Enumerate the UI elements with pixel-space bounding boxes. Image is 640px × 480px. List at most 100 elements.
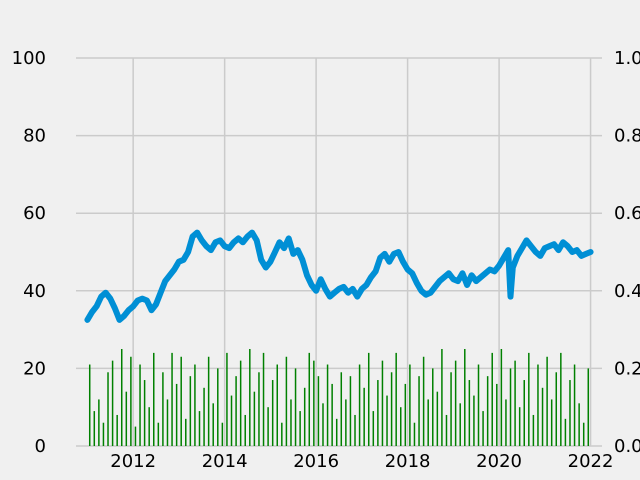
x-tick-label: 2020 — [476, 451, 522, 472]
volume-bar — [432, 368, 434, 446]
y-tick-label: 40 — [23, 281, 46, 302]
volume-bar — [244, 414, 246, 446]
volume-bar — [441, 349, 443, 446]
volume-bar — [281, 422, 283, 446]
volume-bar — [422, 356, 425, 446]
volume-bar — [317, 376, 320, 446]
volume-bar — [93, 411, 96, 446]
volume-bar — [98, 399, 100, 446]
volume-bar — [125, 391, 128, 446]
volume-bar — [230, 395, 233, 446]
volume-bar — [560, 352, 562, 446]
x-tick-label: 2016 — [293, 451, 339, 472]
volume-bar — [518, 407, 521, 446]
x-tick-label: 2018 — [385, 451, 431, 472]
volume-bar — [143, 380, 146, 446]
volume-bar — [175, 383, 178, 446]
volume-bar — [294, 368, 297, 446]
volume-bar — [486, 376, 489, 446]
volume-bar — [189, 376, 192, 446]
volume-bar — [267, 407, 269, 446]
volume-bar — [491, 352, 493, 446]
volume-bar — [139, 364, 141, 446]
volume-bar — [212, 403, 214, 446]
volume-bar — [249, 349, 251, 446]
y-tick-label: 60 — [23, 203, 46, 224]
x-tick-label: 2012 — [110, 451, 156, 472]
volume-bar — [509, 368, 512, 446]
y-tick-label: 0 — [35, 436, 46, 457]
volume-bar — [326, 364, 329, 446]
volume-bar — [349, 376, 352, 446]
volume-bar — [367, 352, 370, 446]
volume-bar — [372, 411, 375, 446]
volume-bar — [473, 395, 475, 446]
volume-bar — [276, 364, 279, 446]
volume-bar — [537, 364, 539, 446]
volume-bar — [390, 372, 393, 446]
volume-bar — [377, 380, 379, 446]
volume-bar — [303, 387, 306, 446]
x-tick-label: 2022 — [568, 451, 614, 472]
volume-bar — [505, 399, 507, 446]
volume-bar — [340, 372, 343, 446]
volume-bar — [313, 360, 315, 446]
volume-bar — [358, 364, 361, 446]
volume-bar — [528, 352, 530, 446]
volume-bar — [331, 383, 333, 446]
volume-bar — [454, 360, 457, 446]
volume-bar — [564, 418, 567, 446]
volume-bar — [413, 422, 416, 446]
volume-bar — [285, 356, 288, 446]
volume-bar — [157, 422, 160, 446]
volume-bar — [363, 387, 365, 446]
price-line — [84, 229, 594, 323]
volume-bar — [386, 395, 388, 446]
volume-bar — [482, 411, 484, 446]
volume-bar — [221, 422, 224, 446]
volume-bar — [308, 352, 311, 446]
volume-bar — [582, 422, 585, 446]
volume-bar — [550, 399, 553, 446]
volume-bar — [427, 399, 429, 446]
volume-bar — [354, 414, 356, 446]
volume-bar — [239, 360, 242, 446]
volume-bar — [203, 387, 205, 446]
volume-bar — [262, 352, 265, 446]
volume-bar — [180, 356, 182, 446]
y-tick-label: 80 — [23, 126, 46, 147]
volume-bar — [345, 399, 347, 446]
y2-tick-label: 0.4 — [614, 281, 640, 302]
volume-bar — [271, 380, 274, 446]
volume-bar — [468, 380, 471, 446]
y2-tick-label: 0.8 — [614, 126, 640, 147]
volume-bar — [404, 383, 407, 446]
volume-bar — [464, 349, 466, 446]
volume-bar — [477, 364, 480, 446]
volume-bar — [541, 387, 544, 446]
volume-bar — [436, 391, 439, 446]
bar-series — [88, 349, 590, 446]
volume-bar — [185, 418, 187, 446]
volume-bar — [299, 411, 301, 446]
y2-tick-label: 0.0 — [614, 436, 640, 457]
volume-bar — [102, 422, 105, 446]
volume-bar — [171, 352, 173, 446]
volume-bar — [148, 407, 150, 446]
volume-bar — [459, 403, 461, 446]
volume-bar — [573, 364, 576, 446]
volume-bar — [116, 414, 118, 446]
volume-bar — [120, 349, 123, 446]
volume-bar — [258, 372, 260, 446]
y-tick-label: 20 — [23, 358, 46, 379]
tick-labels: 2012 2014 2016 2018 2020 2022 0 20 40 60 80 100 0.0 0… — [12, 48, 640, 472]
volume-bar — [88, 364, 91, 446]
volume-bar — [111, 360, 114, 446]
volume-bar — [395, 352, 397, 446]
x-tick-label: 2014 — [202, 451, 248, 472]
volume-bar — [450, 372, 452, 446]
volume-bar — [322, 403, 324, 446]
volume-bar — [107, 372, 109, 446]
